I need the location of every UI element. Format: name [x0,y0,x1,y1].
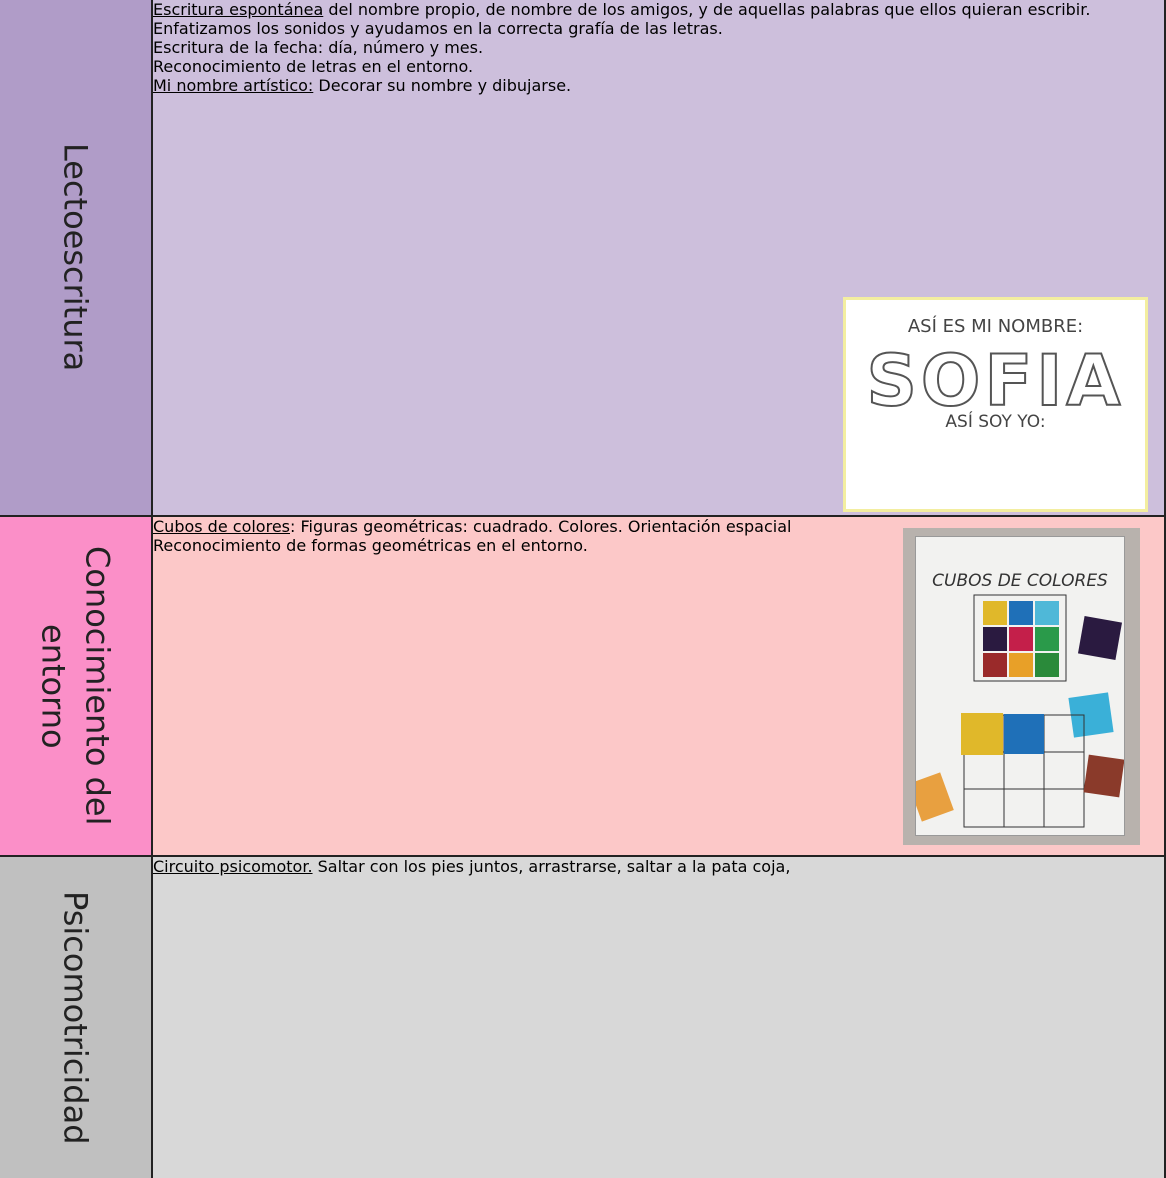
cubes-photo: CUBOS DE COLORES [903,528,1140,845]
bullet-item: Cubos de colores: Figuras geométricas: c… [153,517,1164,536]
grid-frame [973,594,1067,682]
item-text: Reconocimiento de formas geométricas en … [153,536,588,555]
item-text: del nombre propio, de nombre de los amig… [153,0,1091,38]
content-cell: Cubos de colores: Figuras geométricas: c… [153,517,1166,855]
name-worksheet-image: ASÍ ES MI NOMBRE: SOFIA ASÍ SOY YO: [843,297,1148,512]
row-label-cell: Conocimiento del entorno [0,517,153,855]
item-text: Decorar su nombre y dibujarse. [313,76,572,95]
bullet-item: Reconocimiento de letras en el entorno. [153,57,1164,76]
content-cell: Escritura espontánea del nombre propio, … [153,0,1166,515]
item-text: Escritura de la fecha: día, número y mes… [153,38,484,57]
worksheet: CUBOS DE COLORES [915,536,1125,836]
content-cell: Circuito psicomotor. Saltar con los pies… [153,857,1166,1178]
row-label-cell: Psicomotricidad [0,857,153,1178]
cube-drawing [916,594,1124,828]
row-label: Lectoescritura [56,143,95,372]
row-label: Psicomotricidad [56,890,95,1145]
bullet-item: Escritura de la fecha: día, número y mes… [153,38,1164,57]
item-text: : Figuras geométricas: cuadrado. Colores… [290,517,792,536]
bullet-item: Mi nombre artístico: Decorar su nombre y… [153,76,1164,95]
item-lead: Mi nombre artístico: [153,76,314,95]
item-text: Reconocimiento de letras en el entorno. [153,57,474,76]
bullet-item: Reconocimiento de formas geométricas en … [153,536,1164,555]
table-row: Lectoescritura Escritura espontánea del … [0,0,1166,517]
item-lead: Escritura espontánea [153,0,324,19]
bullet-item: Circuito psicomotor. Saltar con los pies… [153,857,1164,876]
worksheet-name: SOFIA [866,339,1125,423]
item-text: Saltar con los pies juntos, arrastrarse,… [312,857,791,876]
worksheet-heading: CUBOS DE COLORES [932,571,1108,591]
table-row: Psicomotricidad Circuito psicomotor. Sal… [0,857,1166,1178]
item-lead: Cubos de colores [153,517,290,536]
bullet-item: Escritura espontánea del nombre propio, … [153,0,1164,38]
row-label-cell: Lectoescritura [0,0,153,515]
item-lead: Circuito psicomotor. [153,857,313,876]
table-row: Conocimiento del entorno Cubos de colore… [0,517,1166,857]
worksheet-caption: ASÍ SOY YO: [945,412,1046,432]
row-label: Conocimiento del entorno [34,546,117,826]
worksheet-heading: ASÍ ES MI NOMBRE: [907,316,1084,337]
